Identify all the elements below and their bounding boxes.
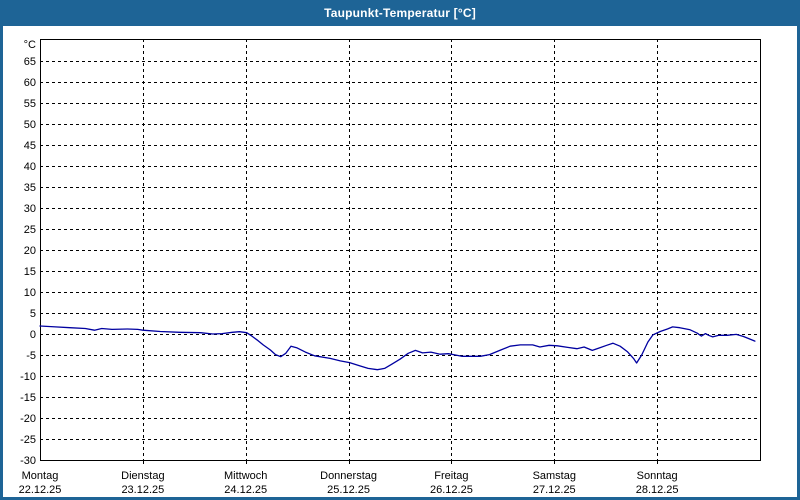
x-date-label: 27.12.25	[533, 484, 576, 496]
y-tick-label: 55	[24, 98, 36, 110]
y-tick-label: 60	[24, 77, 36, 89]
y-gridlines	[40, 61, 760, 440]
y-tick-label: -30	[20, 455, 36, 467]
x-date-label: 25.12.25	[327, 484, 370, 496]
x-date-label: 24.12.25	[224, 484, 267, 496]
chart-area: °C 65 60 55 50 45 40 35 30 25 20 15 10 5 0 -5 -10 -15 -20-…	[3, 26, 797, 497]
y-tick-label: 10	[24, 287, 36, 299]
y-axis-labels: °C65605550454035302520151050-5-10-15-20-…	[20, 39, 36, 467]
dewpoint-temperature-chart: °C65605550454035302520151050-5-10-15-20-…	[19, 39, 761, 496]
x-day-label: Mittwoch	[224, 470, 267, 482]
x-day-label: Montag	[22, 470, 59, 482]
y-tick-label: 30	[24, 203, 36, 215]
y-tick-label: 15	[24, 266, 36, 278]
y-tick-label: 40	[24, 161, 36, 173]
window-title: Taupunkt-Temperatur [°C]	[324, 6, 476, 20]
y-tick-label: 5	[30, 308, 36, 320]
y-tick-label: 35	[24, 182, 36, 194]
y-tick-label: -5	[26, 350, 36, 362]
y-tick-label: -25	[20, 434, 36, 446]
y-tick-label: 25	[24, 224, 36, 236]
y-tick-label: 0	[30, 329, 36, 341]
x-date-label: 22.12.25	[19, 484, 62, 496]
y-tick-label: 50	[24, 119, 36, 131]
x-axis-labels: Montag 22.12.25 Dienstag 23.12.25 Mittwoch 24…	[19, 470, 679, 496]
x-day-label: Samstag	[533, 470, 576, 482]
x-gridlines	[143, 39, 658, 460]
y-tick-label: 65	[24, 56, 36, 68]
y-tick-label: -15	[20, 392, 36, 404]
y-tick-label: -20	[20, 413, 36, 425]
y-unit-label: °C	[24, 39, 36, 51]
x-day-label: Donnerstag	[320, 470, 377, 482]
x-day-label: Freitag	[434, 470, 468, 482]
x-date-label: 23.12.25	[121, 484, 164, 496]
y-tick-label: -10	[20, 371, 36, 383]
y-tick-label: 20	[24, 245, 36, 257]
x-date-label: 28.12.25	[636, 484, 679, 496]
window-titlebar[interactable]: Taupunkt-Temperatur [°C]	[0, 0, 800, 26]
x-day-label: Dienstag	[121, 470, 164, 482]
y-tick-label: 45	[24, 140, 36, 152]
plot-border	[40, 39, 761, 461]
x-day-label: Sonntag	[637, 470, 678, 482]
x-date-label: 26.12.25	[430, 484, 473, 496]
temperature-line	[39, 325, 756, 371]
